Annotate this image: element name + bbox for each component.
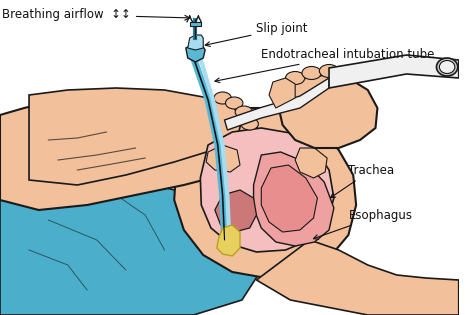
Text: Slip joint: Slip joint [205, 22, 308, 46]
Polygon shape [186, 44, 205, 62]
Polygon shape [215, 190, 256, 232]
Polygon shape [174, 108, 356, 278]
Polygon shape [254, 152, 334, 246]
Ellipse shape [214, 92, 231, 104]
Ellipse shape [336, 67, 355, 81]
Ellipse shape [285, 72, 305, 84]
Ellipse shape [319, 65, 339, 77]
Text: Breathing airflow  ↕↕: Breathing airflow ↕↕ [2, 8, 190, 21]
Text: Endotracheal intubation tube: Endotracheal intubation tube [215, 48, 435, 83]
Ellipse shape [437, 58, 458, 76]
Polygon shape [279, 75, 377, 148]
Ellipse shape [226, 97, 243, 109]
Polygon shape [329, 55, 459, 88]
Polygon shape [256, 240, 459, 315]
Polygon shape [206, 145, 240, 172]
Polygon shape [225, 78, 329, 130]
Polygon shape [0, 92, 261, 210]
Ellipse shape [241, 118, 258, 130]
Ellipse shape [235, 106, 253, 118]
Ellipse shape [302, 66, 321, 79]
Polygon shape [261, 165, 318, 232]
Polygon shape [269, 78, 295, 108]
Polygon shape [188, 35, 203, 50]
Polygon shape [29, 88, 242, 185]
Ellipse shape [439, 60, 455, 73]
Polygon shape [217, 225, 240, 256]
Polygon shape [201, 128, 334, 252]
Text: Esophagus: Esophagus [313, 209, 412, 239]
Text: Trachea: Trachea [330, 163, 394, 198]
Polygon shape [190, 22, 201, 26]
Polygon shape [295, 148, 327, 178]
Polygon shape [0, 170, 261, 315]
